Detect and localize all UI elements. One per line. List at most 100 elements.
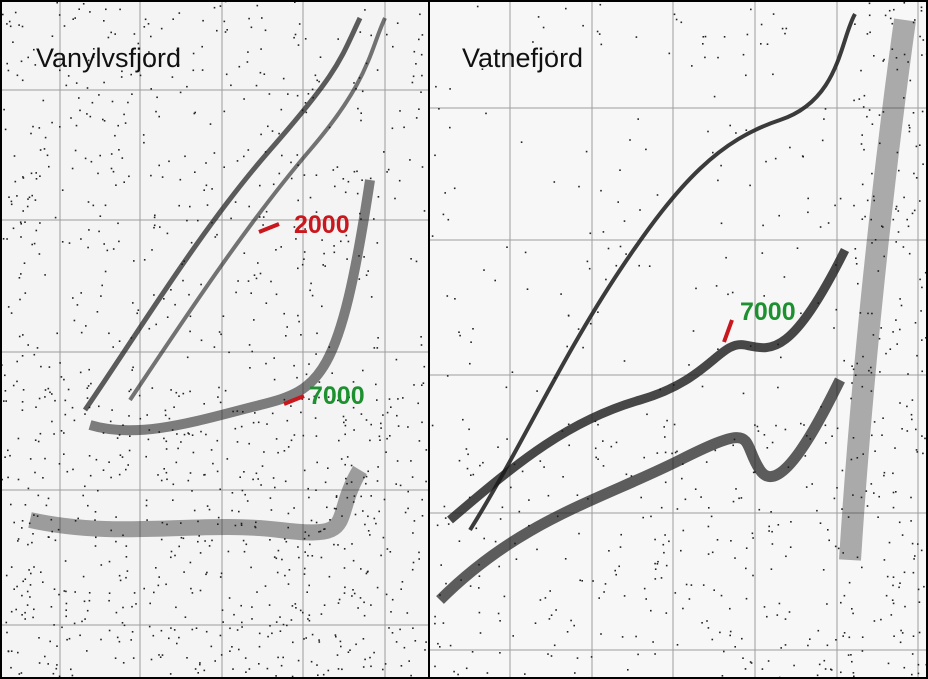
speckle [16, 381, 18, 383]
speckle [140, 75, 142, 77]
speckle [166, 441, 168, 443]
speckle [789, 611, 791, 613]
speckle [170, 627, 172, 629]
speckle [316, 664, 318, 666]
speckle [657, 563, 659, 565]
speckle [762, 252, 764, 254]
speckle [113, 248, 115, 250]
speckle [407, 508, 409, 510]
speckle [380, 423, 382, 425]
speckle [328, 670, 330, 672]
speckle [500, 518, 502, 520]
speckle [100, 639, 102, 641]
speckle [601, 44, 603, 46]
speckle [554, 645, 556, 647]
speckle [397, 460, 399, 462]
speckle [675, 592, 677, 594]
speckle [820, 522, 822, 524]
speckle [105, 9, 107, 11]
speckle [154, 217, 156, 219]
speckle [494, 280, 496, 282]
speckle [277, 452, 279, 454]
speckle [729, 125, 731, 127]
speckle [882, 60, 884, 62]
speckle [288, 446, 290, 448]
speckle [33, 49, 35, 51]
speckle [189, 391, 191, 393]
speckle [414, 51, 416, 53]
speckle [732, 445, 734, 447]
speckle [341, 458, 343, 460]
speckle [825, 668, 827, 670]
speckle [132, 367, 134, 369]
speckle [842, 470, 844, 472]
speckle [308, 585, 310, 587]
speckle [828, 540, 830, 542]
speckle [853, 100, 855, 102]
speckle [871, 483, 873, 485]
speckle [305, 637, 307, 639]
speckle [396, 641, 398, 643]
speckle [241, 622, 243, 624]
speckle [72, 297, 74, 299]
speckle [254, 412, 256, 414]
speckle [913, 558, 915, 560]
speckle [98, 231, 100, 233]
speckle [912, 213, 914, 215]
speckle [319, 641, 321, 643]
speckle [249, 344, 251, 346]
speckle [805, 455, 807, 457]
speckle [35, 406, 37, 408]
speckle [403, 127, 405, 129]
speckle [165, 410, 167, 412]
speckle [120, 580, 122, 582]
speckle [646, 414, 648, 416]
speckle [885, 15, 887, 17]
speckle [220, 402, 222, 404]
speckle [640, 497, 642, 499]
speckle [316, 80, 318, 82]
speckle [146, 519, 148, 521]
speckle [825, 425, 827, 427]
speckle [400, 485, 402, 487]
speckle [312, 555, 314, 557]
speckle [899, 582, 901, 584]
speckle [11, 204, 13, 206]
speckle [172, 76, 174, 78]
speckle [410, 460, 412, 462]
speckle [186, 86, 188, 88]
speckle [404, 647, 406, 649]
speckle [269, 625, 271, 627]
speckle [904, 667, 906, 669]
speckle [363, 256, 365, 258]
speckle [414, 520, 416, 522]
speckle [355, 644, 357, 646]
speckle [118, 149, 120, 151]
speckle [306, 374, 308, 376]
speckle [872, 123, 874, 125]
speckle [603, 465, 605, 467]
speckle [472, 651, 474, 653]
speckle [322, 264, 324, 266]
speckle [186, 657, 188, 659]
speckle [146, 500, 148, 502]
speckle [249, 367, 251, 369]
speckle [61, 376, 63, 378]
speckle [88, 369, 90, 371]
speckle [364, 524, 366, 526]
speckle [746, 547, 748, 549]
speckle [144, 26, 146, 28]
speckle [130, 639, 132, 641]
speckle [108, 333, 110, 335]
speckle [874, 450, 876, 452]
speckle [360, 120, 362, 122]
speckle [396, 415, 398, 417]
speckle [416, 261, 418, 263]
speckle [485, 113, 487, 115]
speckle [895, 208, 897, 210]
speckle [359, 278, 361, 280]
speckle [323, 674, 325, 676]
speckle [299, 23, 301, 25]
speckle [686, 584, 688, 586]
speckle [506, 387, 508, 389]
